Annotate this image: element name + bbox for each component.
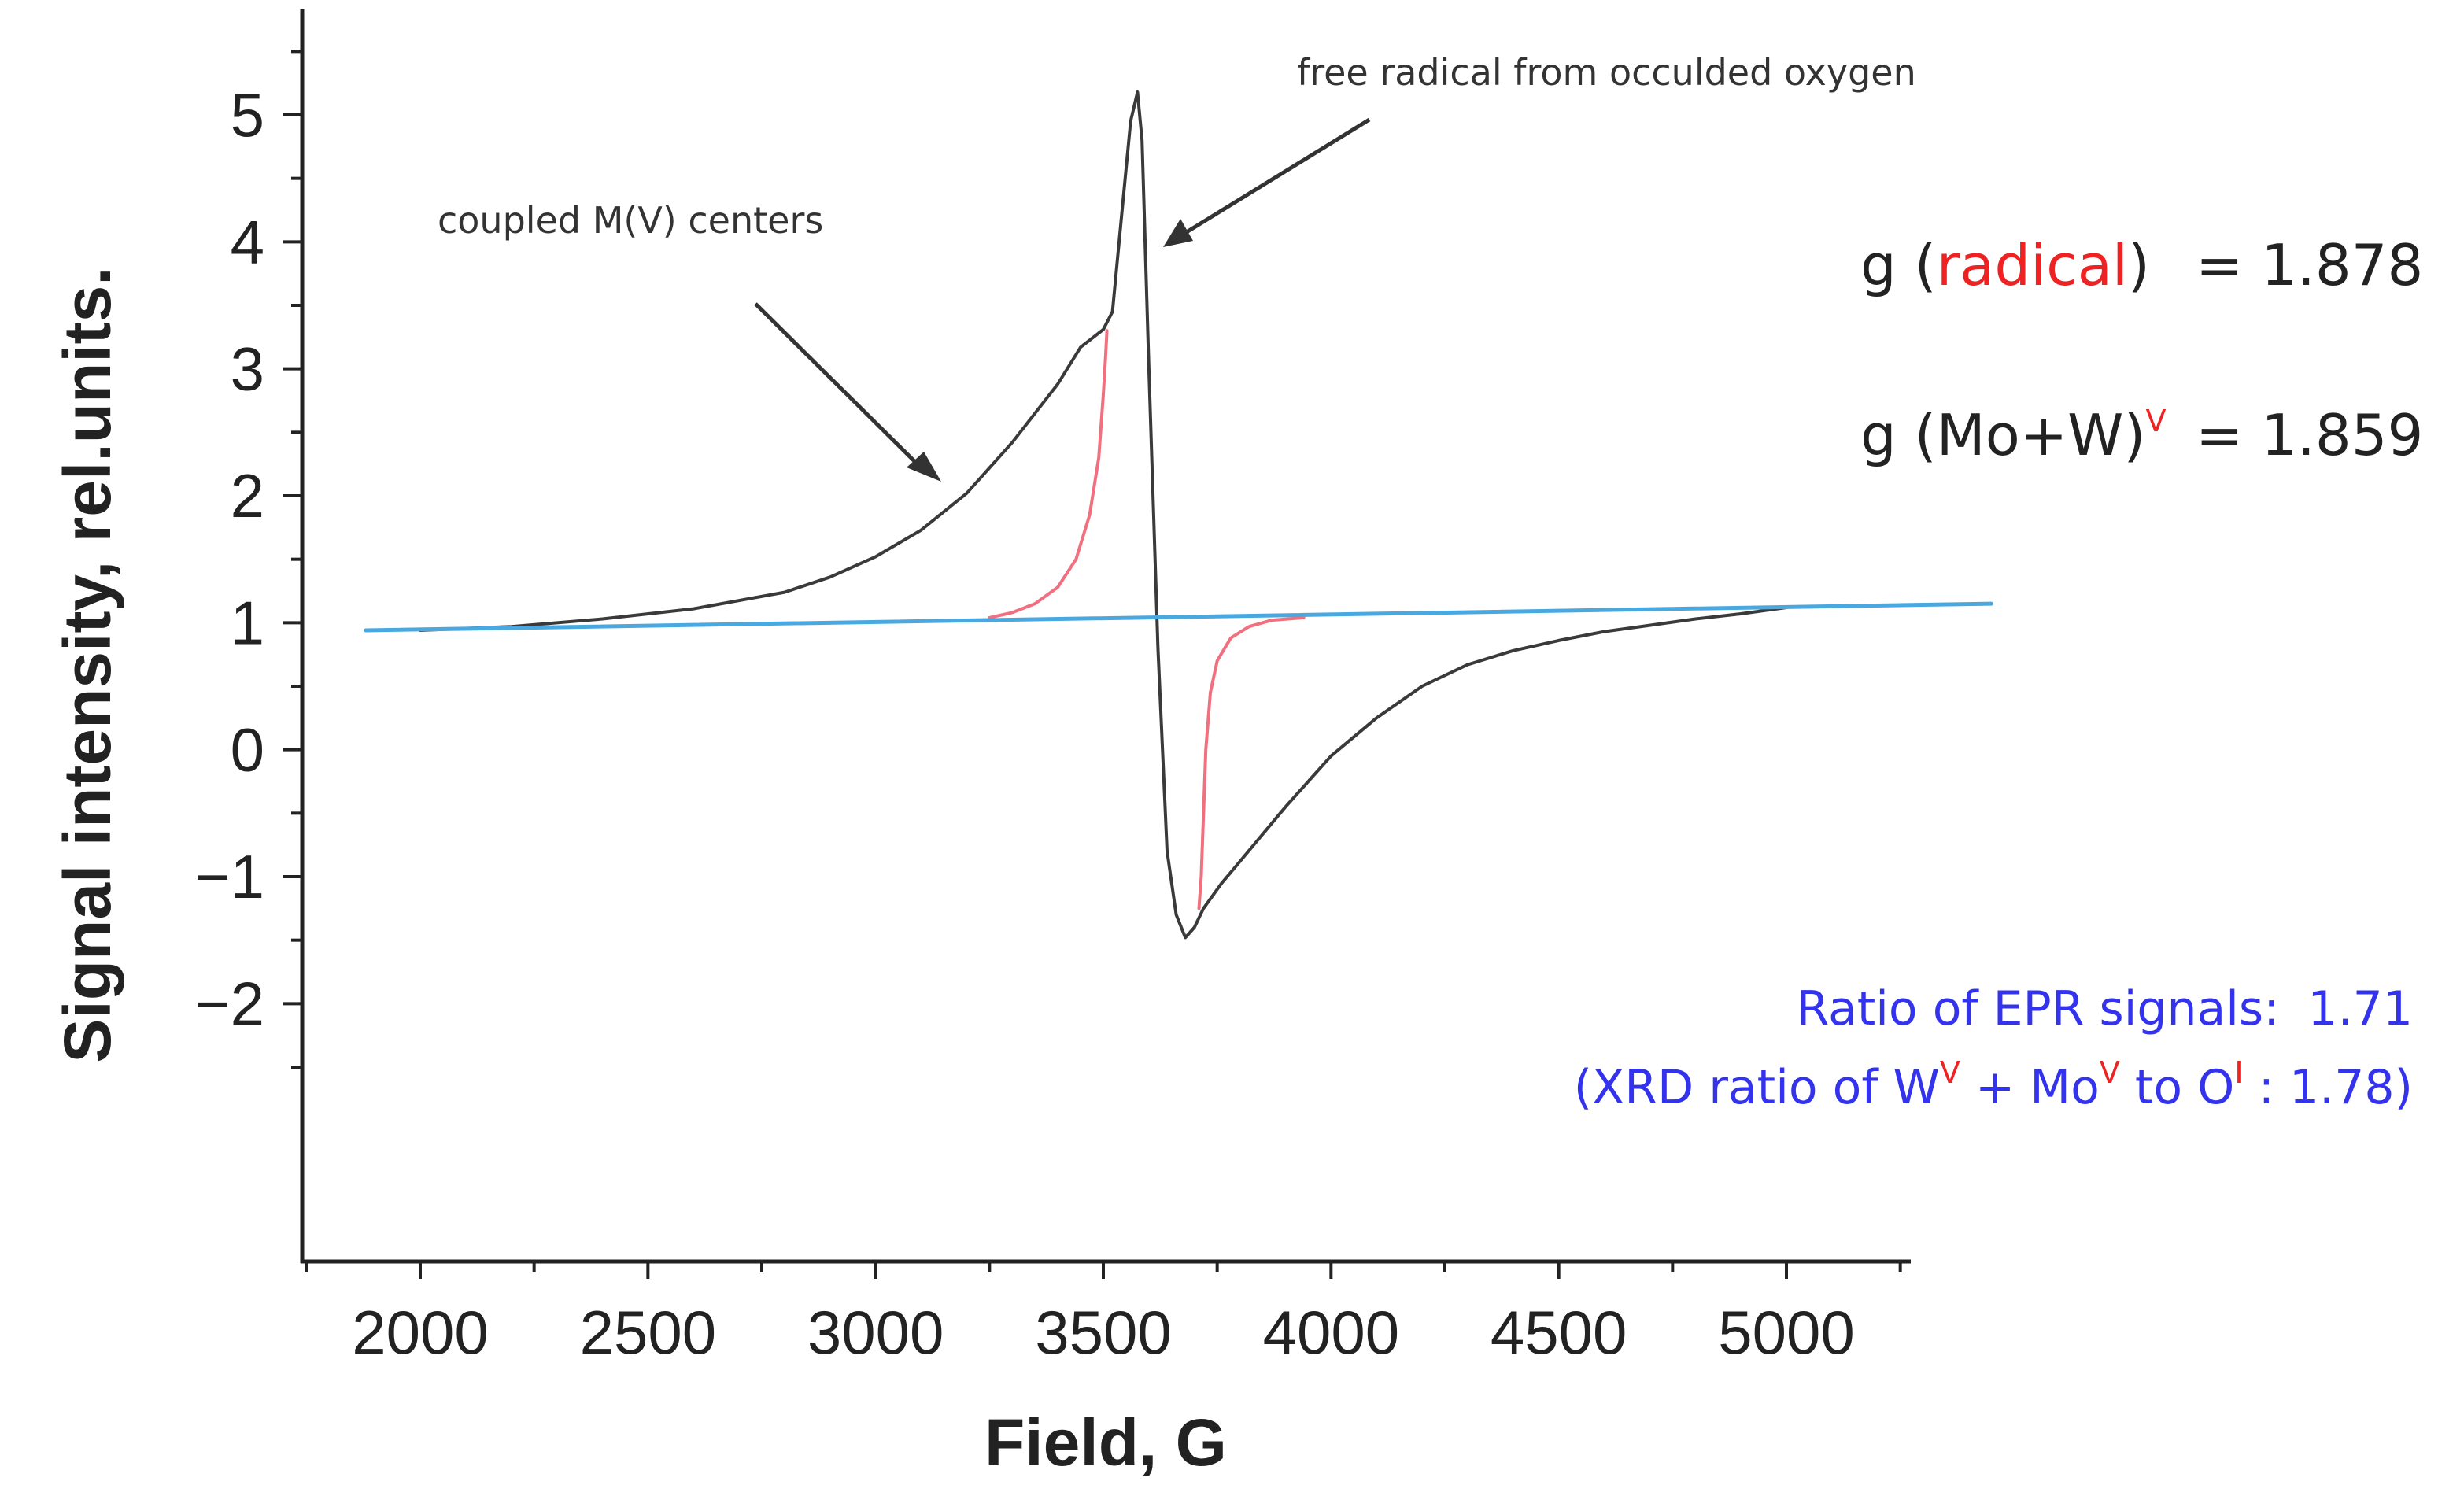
- annotation-coupled-centers-arrowhead: [907, 452, 941, 482]
- g-mow-value: = 1.859: [2196, 402, 2423, 468]
- annotation-free-radical-arrowhead: [1163, 219, 1193, 247]
- xrd-open: (XRD ratio of W: [1574, 1060, 1940, 1115]
- x-tick-label: 4000: [1263, 1298, 1400, 1367]
- series-line: [364, 601, 1993, 633]
- g-mow-line: g (Mo+W)V: [1860, 402, 2166, 468]
- xrd-to: to O: [2120, 1060, 2235, 1115]
- x-tick-label: 3500: [1035, 1298, 1172, 1367]
- y-tick-label: 5: [231, 80, 264, 150]
- series-fit-radical-upper-: [988, 329, 1109, 619]
- series-line: [1197, 615, 1306, 910]
- xrd-ratio-line: (XRD ratio of WV + MoV to OI : 1.78): [1574, 1055, 2413, 1115]
- annotation-coupled-centers-arrow-line: [754, 302, 921, 467]
- series-fit-radical-lower-: [1197, 615, 1306, 910]
- ratio-epr-value: 1.71: [2307, 981, 2413, 1036]
- x-tick-label: 3000: [807, 1298, 944, 1367]
- x-tick-label: 2500: [580, 1298, 717, 1367]
- annotation-free-radical: free radical from occulded oxygen: [1297, 51, 1916, 94]
- x-tick-label: 4500: [1491, 1298, 1627, 1367]
- g-radical-highlight: radical: [1937, 232, 2128, 298]
- x-axis-ticks: 2000 2500 3000 3500 4000 4500 5000: [305, 1261, 1902, 1367]
- ratio-epr-label: Ratio of EPR signals:: [1797, 981, 2280, 1036]
- g-radical-prefix: g (: [1860, 232, 1937, 298]
- y-tick-label: 3: [231, 334, 264, 404]
- y-axis-ticks: −2 −1 0 1 2 3 4 5: [194, 50, 302, 1069]
- xrd-close: : 1.78): [2244, 1060, 2413, 1115]
- series-layer: [364, 90, 1993, 940]
- y-axis-title: Signal intensity, rel.units.: [50, 267, 124, 1062]
- g-mow-prefix: g (Mo+W): [1860, 402, 2145, 468]
- g-radical-line: g (radical): [1860, 232, 2150, 298]
- series-baseline: [364, 601, 1993, 633]
- g-mow-sup: V: [2145, 404, 2166, 438]
- y-tick-label: 1: [231, 588, 264, 657]
- g-radical-suffix: ): [2128, 232, 2150, 298]
- ratio-epr-line: Ratio of EPR signals: 1.71: [1797, 981, 2413, 1036]
- annotation-coupled-centers: coupled M(V) centers: [438, 199, 823, 242]
- xrd-sup-w: V: [1940, 1055, 1960, 1090]
- y-tick-label: 0: [231, 715, 264, 785]
- x-tick-label: 5000: [1718, 1298, 1855, 1367]
- x-tick-label: 2000: [352, 1298, 489, 1367]
- series-line: [988, 329, 1109, 619]
- y-tick-label: 2: [231, 461, 264, 530]
- y-tick-label: −2: [194, 969, 264, 1038]
- xrd-sup-o: I: [2234, 1055, 2243, 1090]
- xrd-sup-mo: V: [2100, 1055, 2120, 1090]
- xrd-mid: + Mo: [1960, 1060, 2100, 1115]
- annotation-free-radical-arrow-line: [1184, 117, 1371, 235]
- y-tick-label: −1: [194, 842, 264, 911]
- g-radical-value: = 1.878: [2196, 232, 2423, 298]
- series-line: [419, 90, 1788, 940]
- y-tick-label: 4: [231, 207, 264, 276]
- x-axis-title: Field, G: [984, 1405, 1227, 1479]
